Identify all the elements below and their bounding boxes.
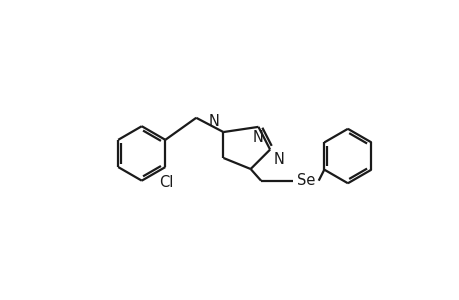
Text: Cl: Cl [159,175,174,190]
Text: N: N [274,152,284,167]
Text: N: N [252,130,263,145]
Text: Se: Se [296,173,314,188]
Text: N: N [208,115,219,130]
